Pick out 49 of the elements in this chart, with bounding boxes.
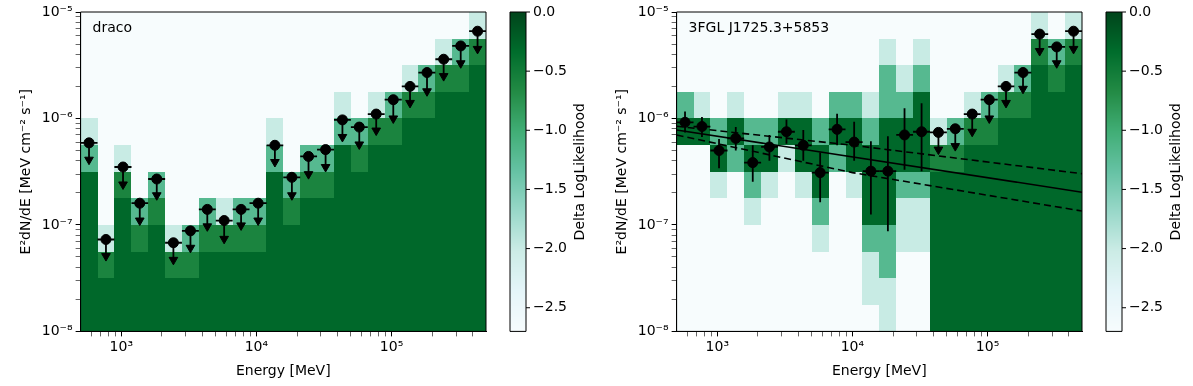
x-tick-label: 10⁴ bbox=[244, 338, 269, 355]
annotation: draco bbox=[92, 19, 133, 35]
y-tick-label: 10⁻⁷ bbox=[637, 215, 669, 232]
y-axis-title: E²dN/dE [MeV cm⁻² s⁻¹] bbox=[613, 88, 630, 255]
color-bar-label: −2.0 bbox=[1129, 239, 1163, 256]
y-tick-label: 10⁻⁵ bbox=[637, 2, 669, 19]
y-tick-label: 10⁻⁵ bbox=[41, 2, 73, 19]
point bbox=[388, 115, 399, 124]
point bbox=[185, 244, 196, 254]
color-bar-label: −2.5 bbox=[1129, 298, 1163, 315]
point bbox=[101, 253, 111, 262]
x-tick-label: 10⁵ bbox=[379, 338, 404, 355]
color-bar-title: Delta LogLikelihood bbox=[1166, 103, 1183, 241]
point bbox=[236, 222, 246, 231]
color-bar-label: 0.0 bbox=[1129, 2, 1152, 19]
color-bar-label: −1.0 bbox=[533, 120, 567, 137]
x-tick-label: 10⁴ bbox=[840, 338, 865, 355]
x-axis-title: Energy [MeV] bbox=[831, 362, 927, 379]
point bbox=[202, 223, 213, 232]
color-bar-label: −1.5 bbox=[533, 180, 567, 197]
y-tick-label: 10⁻⁸ bbox=[41, 322, 73, 339]
point bbox=[253, 217, 263, 227]
point bbox=[354, 141, 365, 150]
color-bar-label: 0.0 bbox=[533, 2, 556, 19]
y-tick-label: 10⁻⁶ bbox=[637, 109, 669, 126]
color-bar-label: −2.5 bbox=[533, 298, 567, 315]
color-bar-label: −1.5 bbox=[1129, 180, 1163, 197]
y-tick-label: 10⁻⁸ bbox=[637, 322, 669, 339]
point bbox=[303, 171, 314, 180]
point bbox=[320, 164, 331, 173]
point bbox=[287, 192, 297, 201]
y-tick-label: 10⁻⁷ bbox=[41, 215, 73, 232]
point bbox=[151, 192, 162, 201]
color-bar-label: −1.0 bbox=[1129, 120, 1163, 137]
color-bar-label: −0.5 bbox=[1129, 61, 1163, 78]
color-bar-label: −0.5 bbox=[533, 61, 567, 78]
x-tick-label: 10³ bbox=[705, 338, 730, 355]
point bbox=[455, 60, 466, 69]
color-bar-label: −2.0 bbox=[533, 239, 567, 256]
point bbox=[134, 217, 145, 227]
color-bar-title: Delta LogLikelihood bbox=[570, 103, 587, 241]
x-axis-title: Energy [MeV] bbox=[235, 362, 331, 379]
annotation: 3FGL J1725.3+5853 bbox=[688, 19, 830, 35]
y-tick-label: 10⁻⁶ bbox=[41, 109, 73, 126]
y-axis-title: E²dN/dE [MeV cm⁻² s⁻¹] bbox=[17, 88, 34, 255]
x-tick-label: 10⁵ bbox=[975, 338, 1000, 355]
x-tick-label: 10³ bbox=[109, 338, 134, 355]
point bbox=[422, 88, 432, 97]
point bbox=[337, 133, 348, 143]
